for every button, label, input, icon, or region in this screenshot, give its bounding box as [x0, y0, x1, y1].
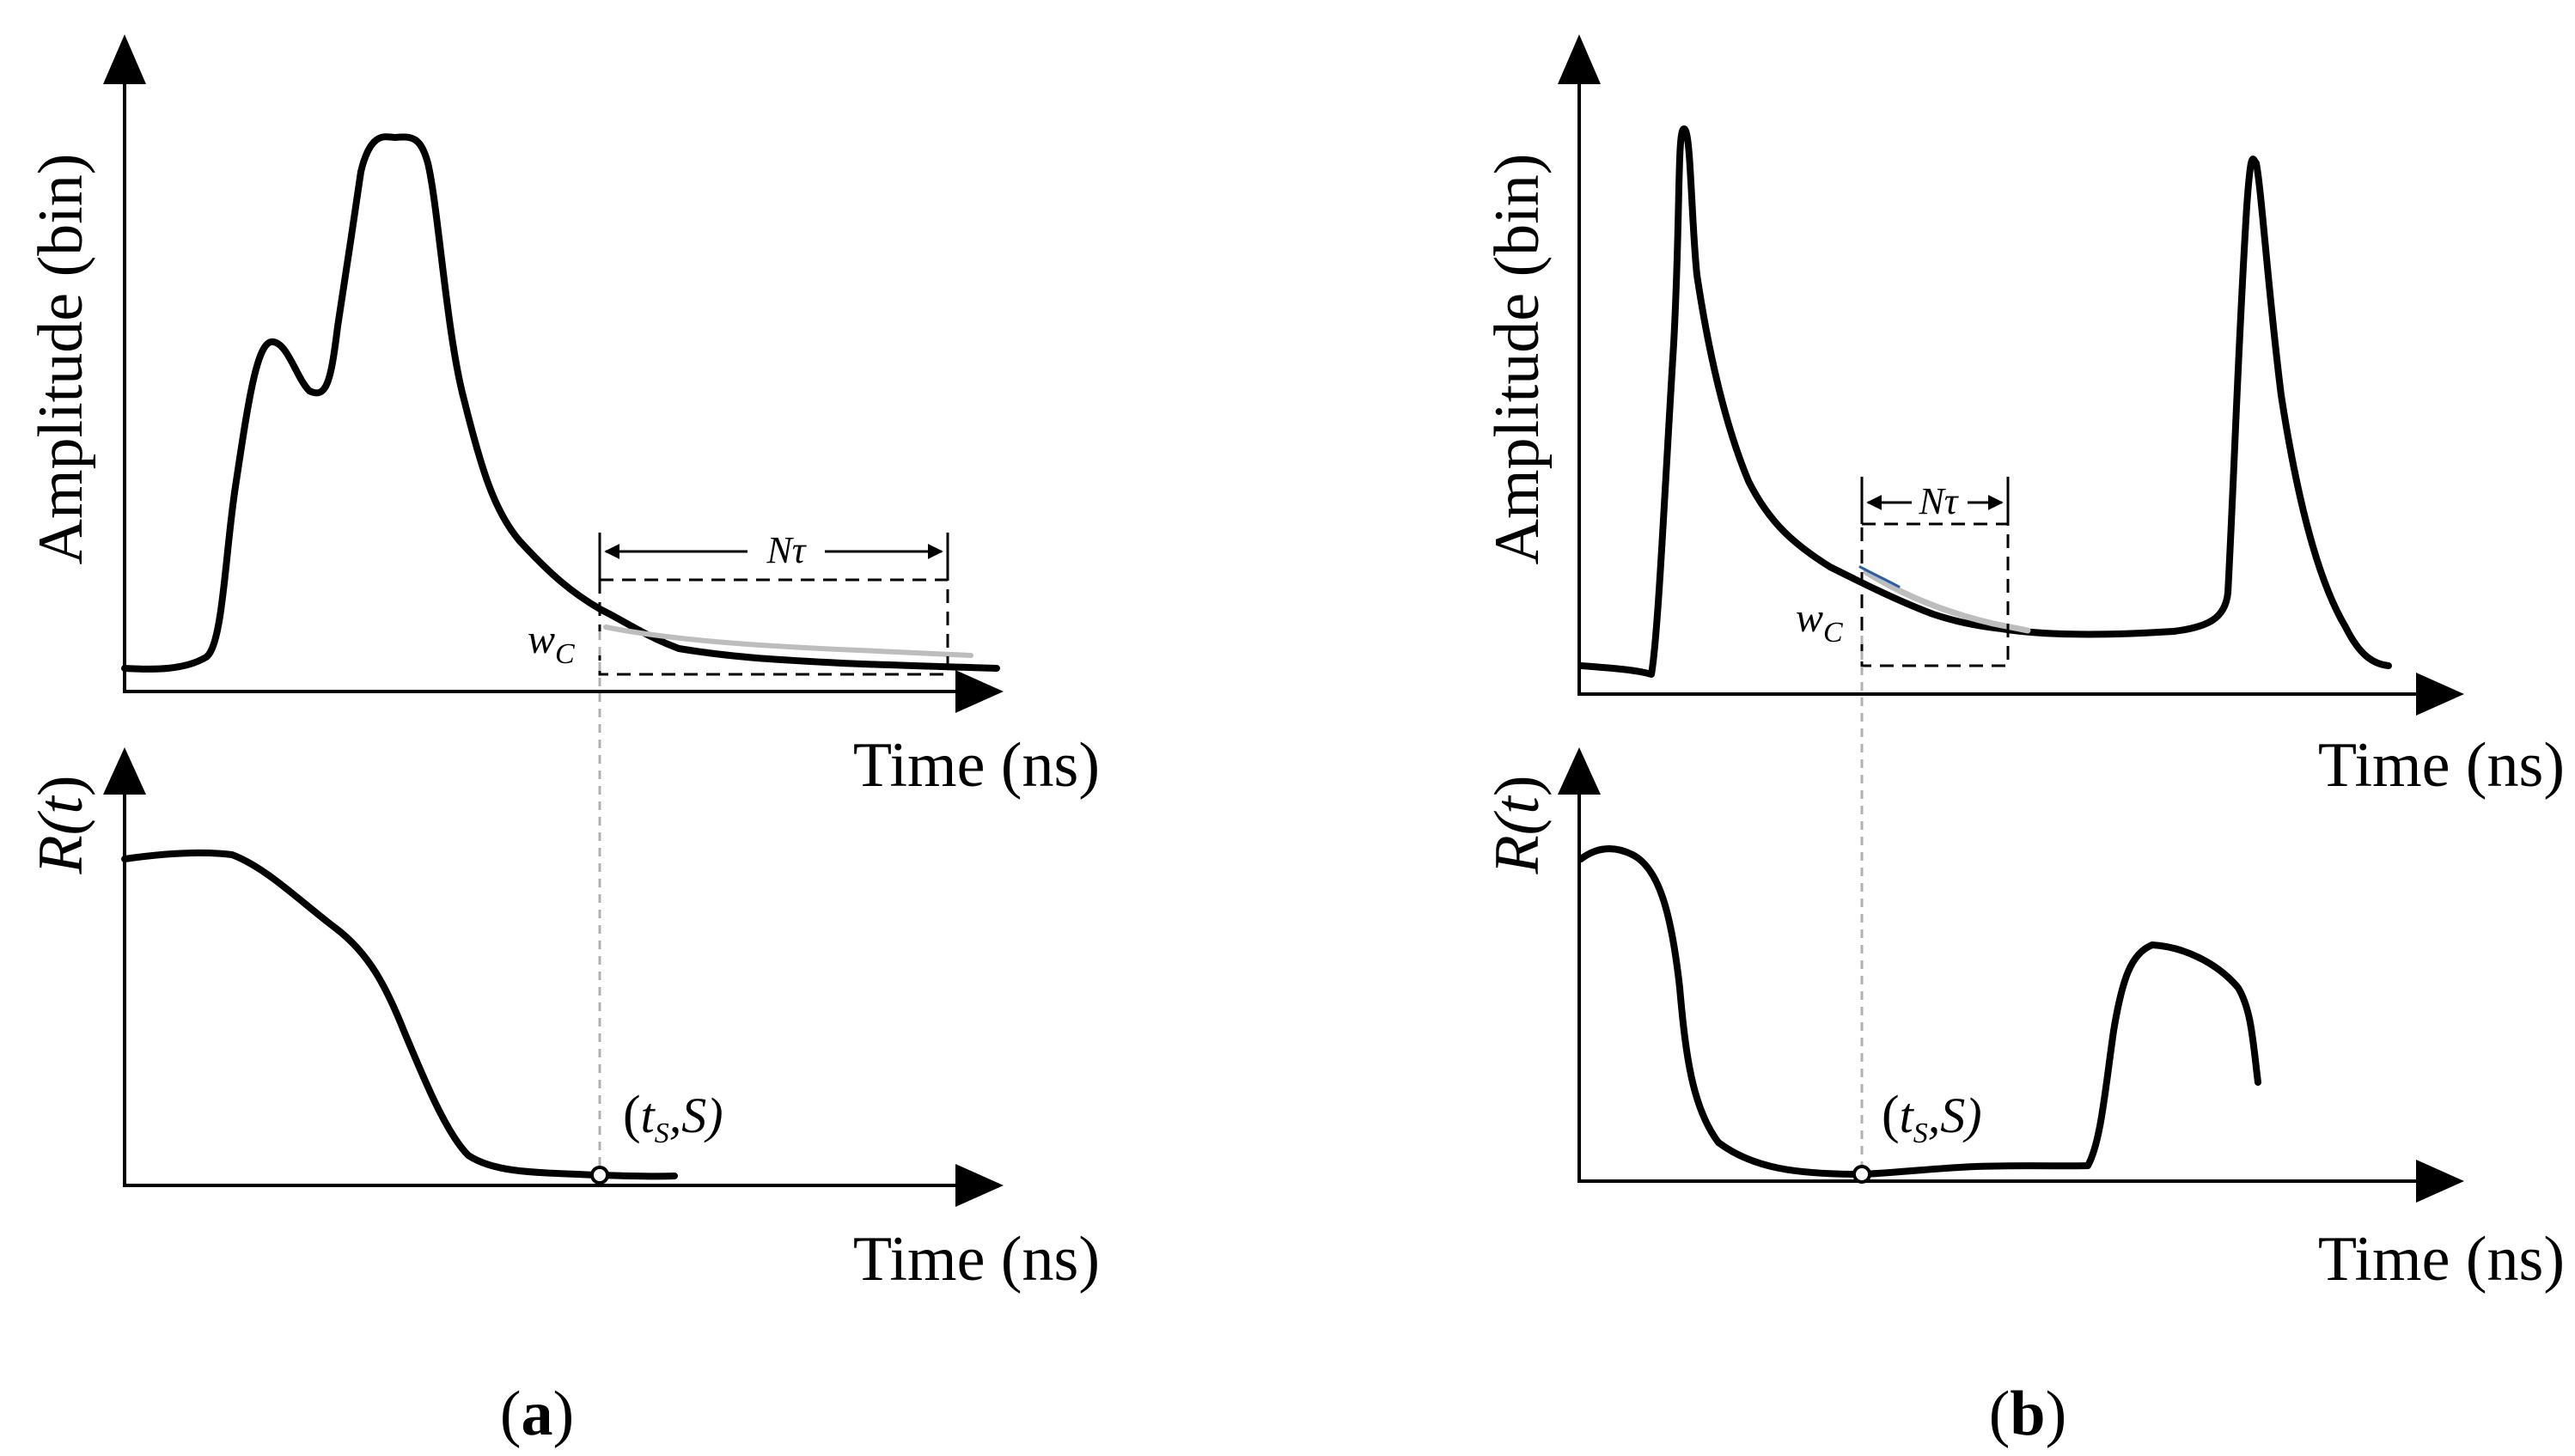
- panel-a-bottom-y-arrowhead: [103, 747, 146, 795]
- panel-b-top-axes: [1558, 34, 2464, 716]
- panel-b-bottom-ylabel: R(t): [1482, 775, 1553, 874]
- panel-a-amplitude-curve: [125, 137, 997, 669]
- panel-a-top-axes: [103, 34, 1004, 713]
- panel-b-top-xlabel: Time (ns): [2318, 730, 2565, 801]
- panel-b-top-x-arrowhead: [2416, 673, 2464, 716]
- panel-a-ts-label: (tS,S): [623, 1086, 723, 1149]
- panel-b-top-ylabel: Amplitude (bin): [1482, 154, 1553, 565]
- panel-a-top-y-arrowhead: [103, 34, 146, 84]
- panel-a-top-ylabel: Amplitude (bin): [26, 154, 96, 565]
- panel-a-bottom-x-arrowhead: [955, 1164, 1004, 1207]
- panel-b-bottom-axes: [1558, 747, 2464, 1203]
- panel-b-ts-marker: [1854, 1167, 1870, 1182]
- panel-a-bottom-axes: [103, 747, 1004, 1207]
- panel-b-window-label: Nτ: [1918, 480, 1959, 522]
- panel-a-rt-curve: [125, 853, 674, 1176]
- panel-a-wc-label: wC: [528, 617, 575, 670]
- panel-b-bottom-xlabel: Time (ns): [2318, 1224, 2565, 1295]
- panel-b-label: (b): [1989, 1379, 2066, 1449]
- panel-b: Nτ wC Amplitude (bin) Time (ns) (tS,S) R…: [1482, 34, 2565, 1449]
- panel-b-bottom-x-arrowhead: [2416, 1160, 2464, 1203]
- panel-a-label: (a): [500, 1379, 574, 1449]
- panel-b-amplitude-curve: [1581, 129, 2389, 674]
- panel-a: Nτ wC Amplitude (bin) Time (ns) (tS,S) R…: [26, 34, 1100, 1449]
- panel-a-bottom-xlabel: Time (ns): [853, 1224, 1100, 1295]
- figure: Nτ wC Amplitude (bin) Time (ns) (tS,S) R…: [0, 0, 2575, 1456]
- panel-a-top-xlabel: Time (ns): [853, 730, 1100, 801]
- panel-a-ts-marker: [592, 1167, 607, 1183]
- panel-b-ts-label: (tS,S): [1882, 1086, 1982, 1149]
- panel-b-wc-label: wC: [1796, 595, 1843, 649]
- panel-a-top-x-arrowhead: [955, 670, 1004, 713]
- panel-b-top-y-arrowhead: [1558, 34, 1601, 84]
- panel-b-bottom-y-arrowhead: [1558, 747, 1601, 795]
- panel-a-bottom-ylabel: R(t): [26, 775, 96, 874]
- panel-a-window-label: Nτ: [766, 529, 807, 571]
